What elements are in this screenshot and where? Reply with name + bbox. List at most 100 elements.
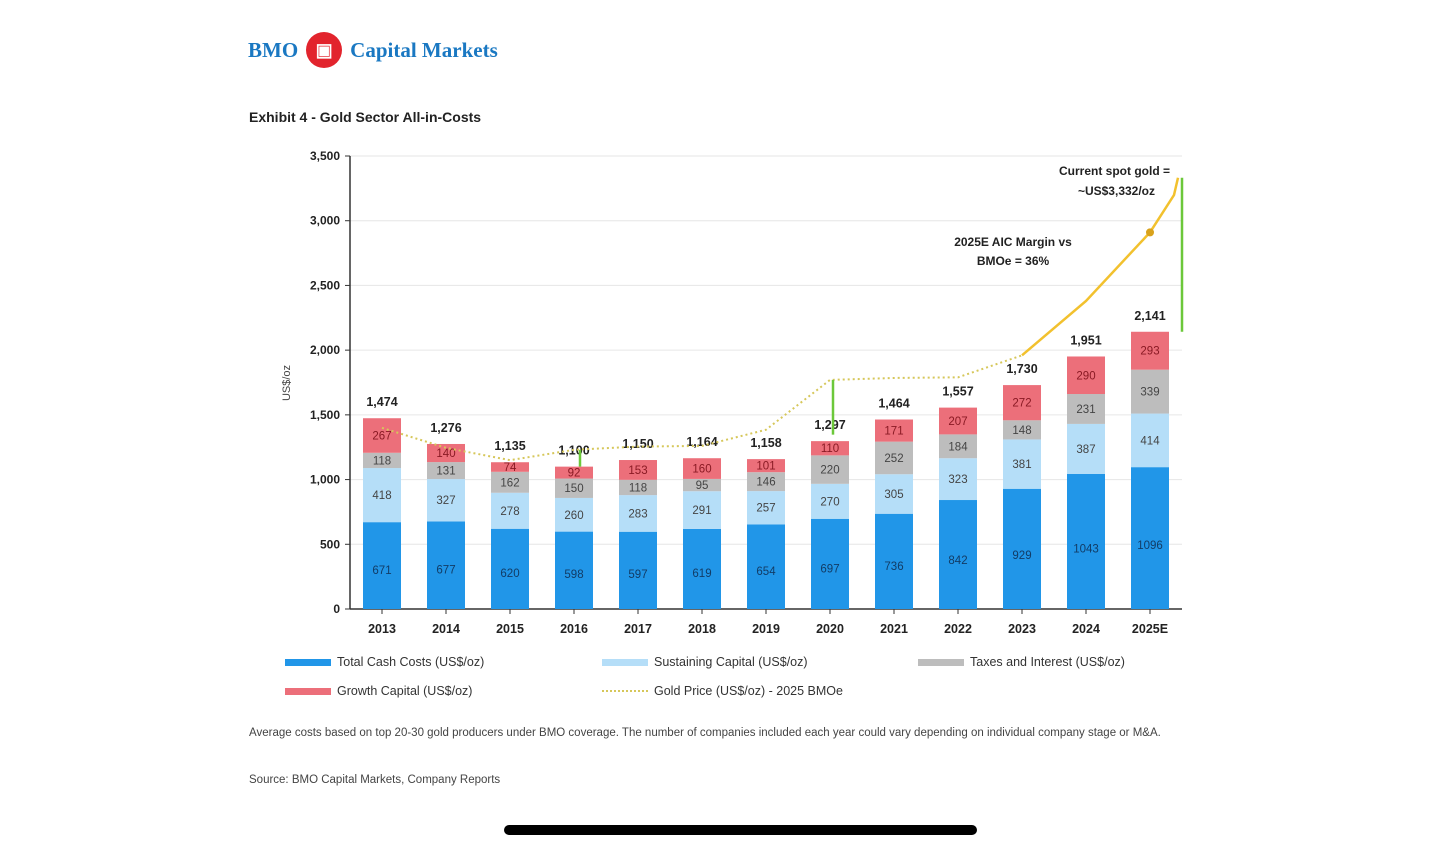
data-label: 272: [1012, 398, 1031, 410]
data-label: 598: [564, 569, 583, 581]
data-label: 92: [568, 468, 581, 480]
annotation-spot-gold-line2: ~US$3,332/oz: [1078, 184, 1155, 198]
bar-cash-costs: [1131, 467, 1169, 609]
data-label: 118: [373, 455, 391, 467]
bar-taxes-interest: [1003, 420, 1041, 440]
data-label: 597: [628, 569, 647, 581]
total-label: 1,164: [686, 435, 717, 449]
bar-cash-costs: [683, 528, 721, 609]
bar-taxes-interest: [683, 478, 721, 492]
data-label: 278: [500, 506, 519, 518]
source-note: Source: BMO Capital Markets, Company Rep…: [249, 774, 501, 786]
data-label: 231: [1076, 404, 1095, 416]
data-label: 140: [436, 448, 455, 460]
legend-swatch: [285, 658, 331, 666]
bar-growth-capital: [747, 459, 785, 473]
brand-capital-markets: Capital Markets: [350, 37, 498, 62]
data-label: 101: [756, 461, 775, 473]
bar-growth-capital: [875, 419, 913, 442]
y-tick-label: 2,000: [310, 343, 340, 357]
bar-sustaining-capital: [1131, 413, 1169, 468]
y-axis-label: US$/oz: [281, 365, 293, 401]
legend-sustaining: Sustaining Capital (US$/oz): [602, 655, 808, 669]
x-tick-label: 2019: [752, 622, 780, 636]
bar-cash-costs: [939, 500, 977, 609]
bar-growth-capital: [1003, 385, 1041, 421]
data-label: 381: [1012, 459, 1031, 471]
legend-taxes: Taxes and Interest (US$/oz): [918, 655, 1125, 669]
data-label: 620: [500, 568, 519, 580]
bmo-logo: BMO ▣ Capital Markets: [248, 32, 498, 68]
home-indicator[interactable]: [504, 825, 977, 835]
data-label: 150: [564, 483, 583, 495]
data-label: 842: [948, 555, 967, 567]
bar-growth-capital: [619, 460, 657, 480]
brand-bmo: BMO: [248, 37, 299, 62]
total-label: 1,730: [1006, 362, 1037, 376]
total-label: 1,158: [750, 436, 781, 450]
bar-taxes-interest: [427, 462, 465, 480]
bar-growth-capital: [363, 418, 401, 453]
legend-growth: Growth Capital (US$/oz): [285, 684, 472, 698]
bar-cash-costs: [811, 518, 849, 609]
bar-cash-costs: [747, 524, 785, 609]
annotation-spot-gold-line1: Current spot gold =: [1059, 164, 1170, 178]
bar-growth-capital: [683, 458, 721, 479]
annotation-margin-line2: BMOe = 36%: [977, 254, 1050, 268]
data-label: 270: [820, 496, 839, 508]
bar-sustaining-capital: [875, 474, 913, 514]
data-label: 74: [504, 462, 517, 474]
data-label: 160: [692, 464, 711, 476]
bar-taxes-interest: [1067, 394, 1105, 424]
bar-growth-capital: [811, 441, 849, 456]
y-tick-label: 1,500: [310, 408, 340, 422]
x-tick-label: 2016: [560, 622, 588, 636]
total-label: 1,276: [430, 421, 461, 435]
x-tick-label: 2025E: [1132, 622, 1168, 636]
bar-sustaining-capital: [427, 479, 465, 522]
data-label: 260: [564, 510, 583, 522]
x-tick-label: 2018: [688, 622, 716, 636]
data-label: 171: [884, 426, 903, 438]
bar-growth-capital: [939, 407, 977, 435]
data-label: 131: [436, 466, 455, 478]
total-label: 1,474: [366, 395, 397, 409]
data-label: 418: [372, 490, 391, 502]
bar-taxes-interest: [811, 455, 849, 484]
data-label: 1096: [1137, 540, 1163, 552]
legend-label: Sustaining Capital (US$/oz): [654, 655, 808, 669]
data-label: 220: [820, 465, 839, 477]
bar-growth-capital: [555, 466, 593, 479]
data-label: 207: [948, 416, 967, 428]
data-label: 1043: [1073, 543, 1099, 555]
bar-cash-costs: [427, 521, 465, 609]
gold-price-line-historic: [381, 354, 1023, 462]
x-tick-label: 2017: [624, 622, 652, 636]
bar-taxes-interest: [363, 452, 401, 469]
legend-label: Taxes and Interest (US$/oz): [970, 655, 1125, 669]
bar-taxes-interest: [875, 441, 913, 475]
data-label: 267: [372, 431, 391, 443]
bar-sustaining-capital: [747, 491, 785, 525]
data-label: 293: [1140, 346, 1159, 358]
total-label: 1,464: [878, 397, 909, 411]
y-tick-label: 1,000: [310, 473, 340, 487]
bar-cash-costs: [875, 513, 913, 609]
bar-cash-costs: [1003, 488, 1041, 609]
data-label: 95: [696, 480, 709, 492]
data-label: 257: [756, 503, 775, 515]
total-label: 1,297: [814, 418, 845, 432]
legend-gold: Gold Price (US$/oz) - 2025 BMOe: [602, 684, 843, 698]
data-label: 323: [948, 474, 967, 486]
data-label: 184: [948, 441, 968, 453]
bar-taxes-interest: [1131, 369, 1169, 414]
bar-taxes-interest: [747, 472, 785, 492]
bar-cash-costs: [491, 528, 529, 609]
data-label: 118: [629, 482, 647, 494]
bar-sustaining-capital: [491, 492, 529, 529]
data-label: 654: [756, 566, 776, 578]
data-label: 677: [436, 565, 455, 577]
bar-sustaining-capital: [939, 458, 977, 501]
x-tick-label: 2024: [1072, 622, 1100, 636]
